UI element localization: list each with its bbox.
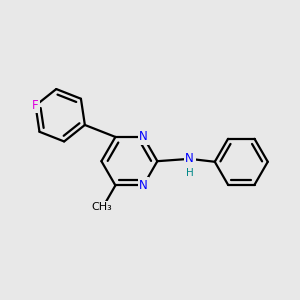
Text: CH₃: CH₃ [91,202,112,212]
Text: N: N [139,130,148,143]
Text: F: F [32,99,39,112]
Text: N: N [185,152,194,165]
Text: N: N [139,179,148,192]
Text: H: H [186,168,194,178]
